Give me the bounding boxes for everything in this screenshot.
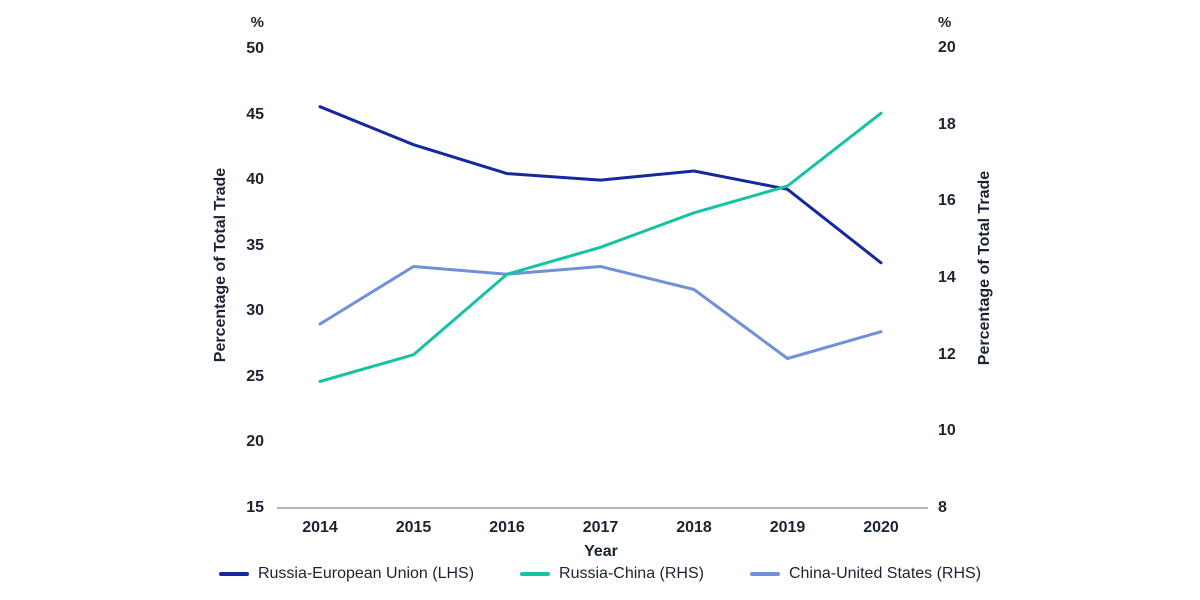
- tick-label: 12: [938, 345, 956, 363]
- legend-marker-icon: [218, 572, 249, 576]
- tick-label: 25: [246, 367, 264, 385]
- series-line-0: [318, 105, 883, 265]
- tick-label: 2017: [582, 519, 619, 536]
- legend-label: Russia-China (RHS): [559, 565, 704, 582]
- right-axis-title: Percentage of Total Trade: [976, 170, 993, 366]
- tick-label: 2015: [395, 519, 432, 536]
- tick-label: 30: [246, 302, 264, 320]
- right-axis-unit: %: [938, 14, 952, 31]
- legend-item-0: Russia-European Union (LHS): [218, 565, 475, 583]
- tick-label: 8: [938, 499, 947, 516]
- legend-marker-icon: [749, 572, 780, 576]
- tick-label: 20: [938, 39, 956, 56]
- tick-label: 14: [938, 269, 956, 286]
- legend-label: Russia-European Union (LHS): [257, 565, 475, 582]
- legend-marker-icon: [520, 572, 551, 576]
- left-axis-unit: %: [250, 14, 264, 31]
- tick-label: 10: [938, 422, 956, 440]
- x-axis-title: Year: [584, 543, 618, 560]
- legend-label: China-United States (RHS): [788, 565, 982, 582]
- tick-label: 45: [246, 105, 264, 123]
- tick-label: 2020: [863, 519, 899, 536]
- legend-item-2: China-United States (RHS): [749, 565, 982, 583]
- tick-label: 40: [246, 171, 264, 189]
- legend-item-1: Russia-China (RHS): [520, 565, 704, 583]
- tick-label: 2016: [489, 519, 525, 536]
- tick-label: 50: [246, 40, 264, 57]
- series-line-2: [318, 265, 883, 360]
- tick-label: 35: [246, 236, 264, 254]
- tick-label: 2019: [769, 519, 806, 536]
- tick-label: 16: [938, 192, 956, 210]
- left-axis-title: Percentage of Total Trade: [212, 167, 229, 363]
- tick-label: 15: [246, 499, 264, 516]
- series-line-1: [318, 111, 883, 383]
- tick-label: 18: [938, 115, 956, 133]
- legend: Russia-European Union (LHS) Russia-China …: [0, 565, 1200, 583]
- tick-label: 20: [246, 433, 264, 451]
- tick-label: 2018: [676, 519, 712, 536]
- tick-label: 2014: [302, 519, 338, 536]
